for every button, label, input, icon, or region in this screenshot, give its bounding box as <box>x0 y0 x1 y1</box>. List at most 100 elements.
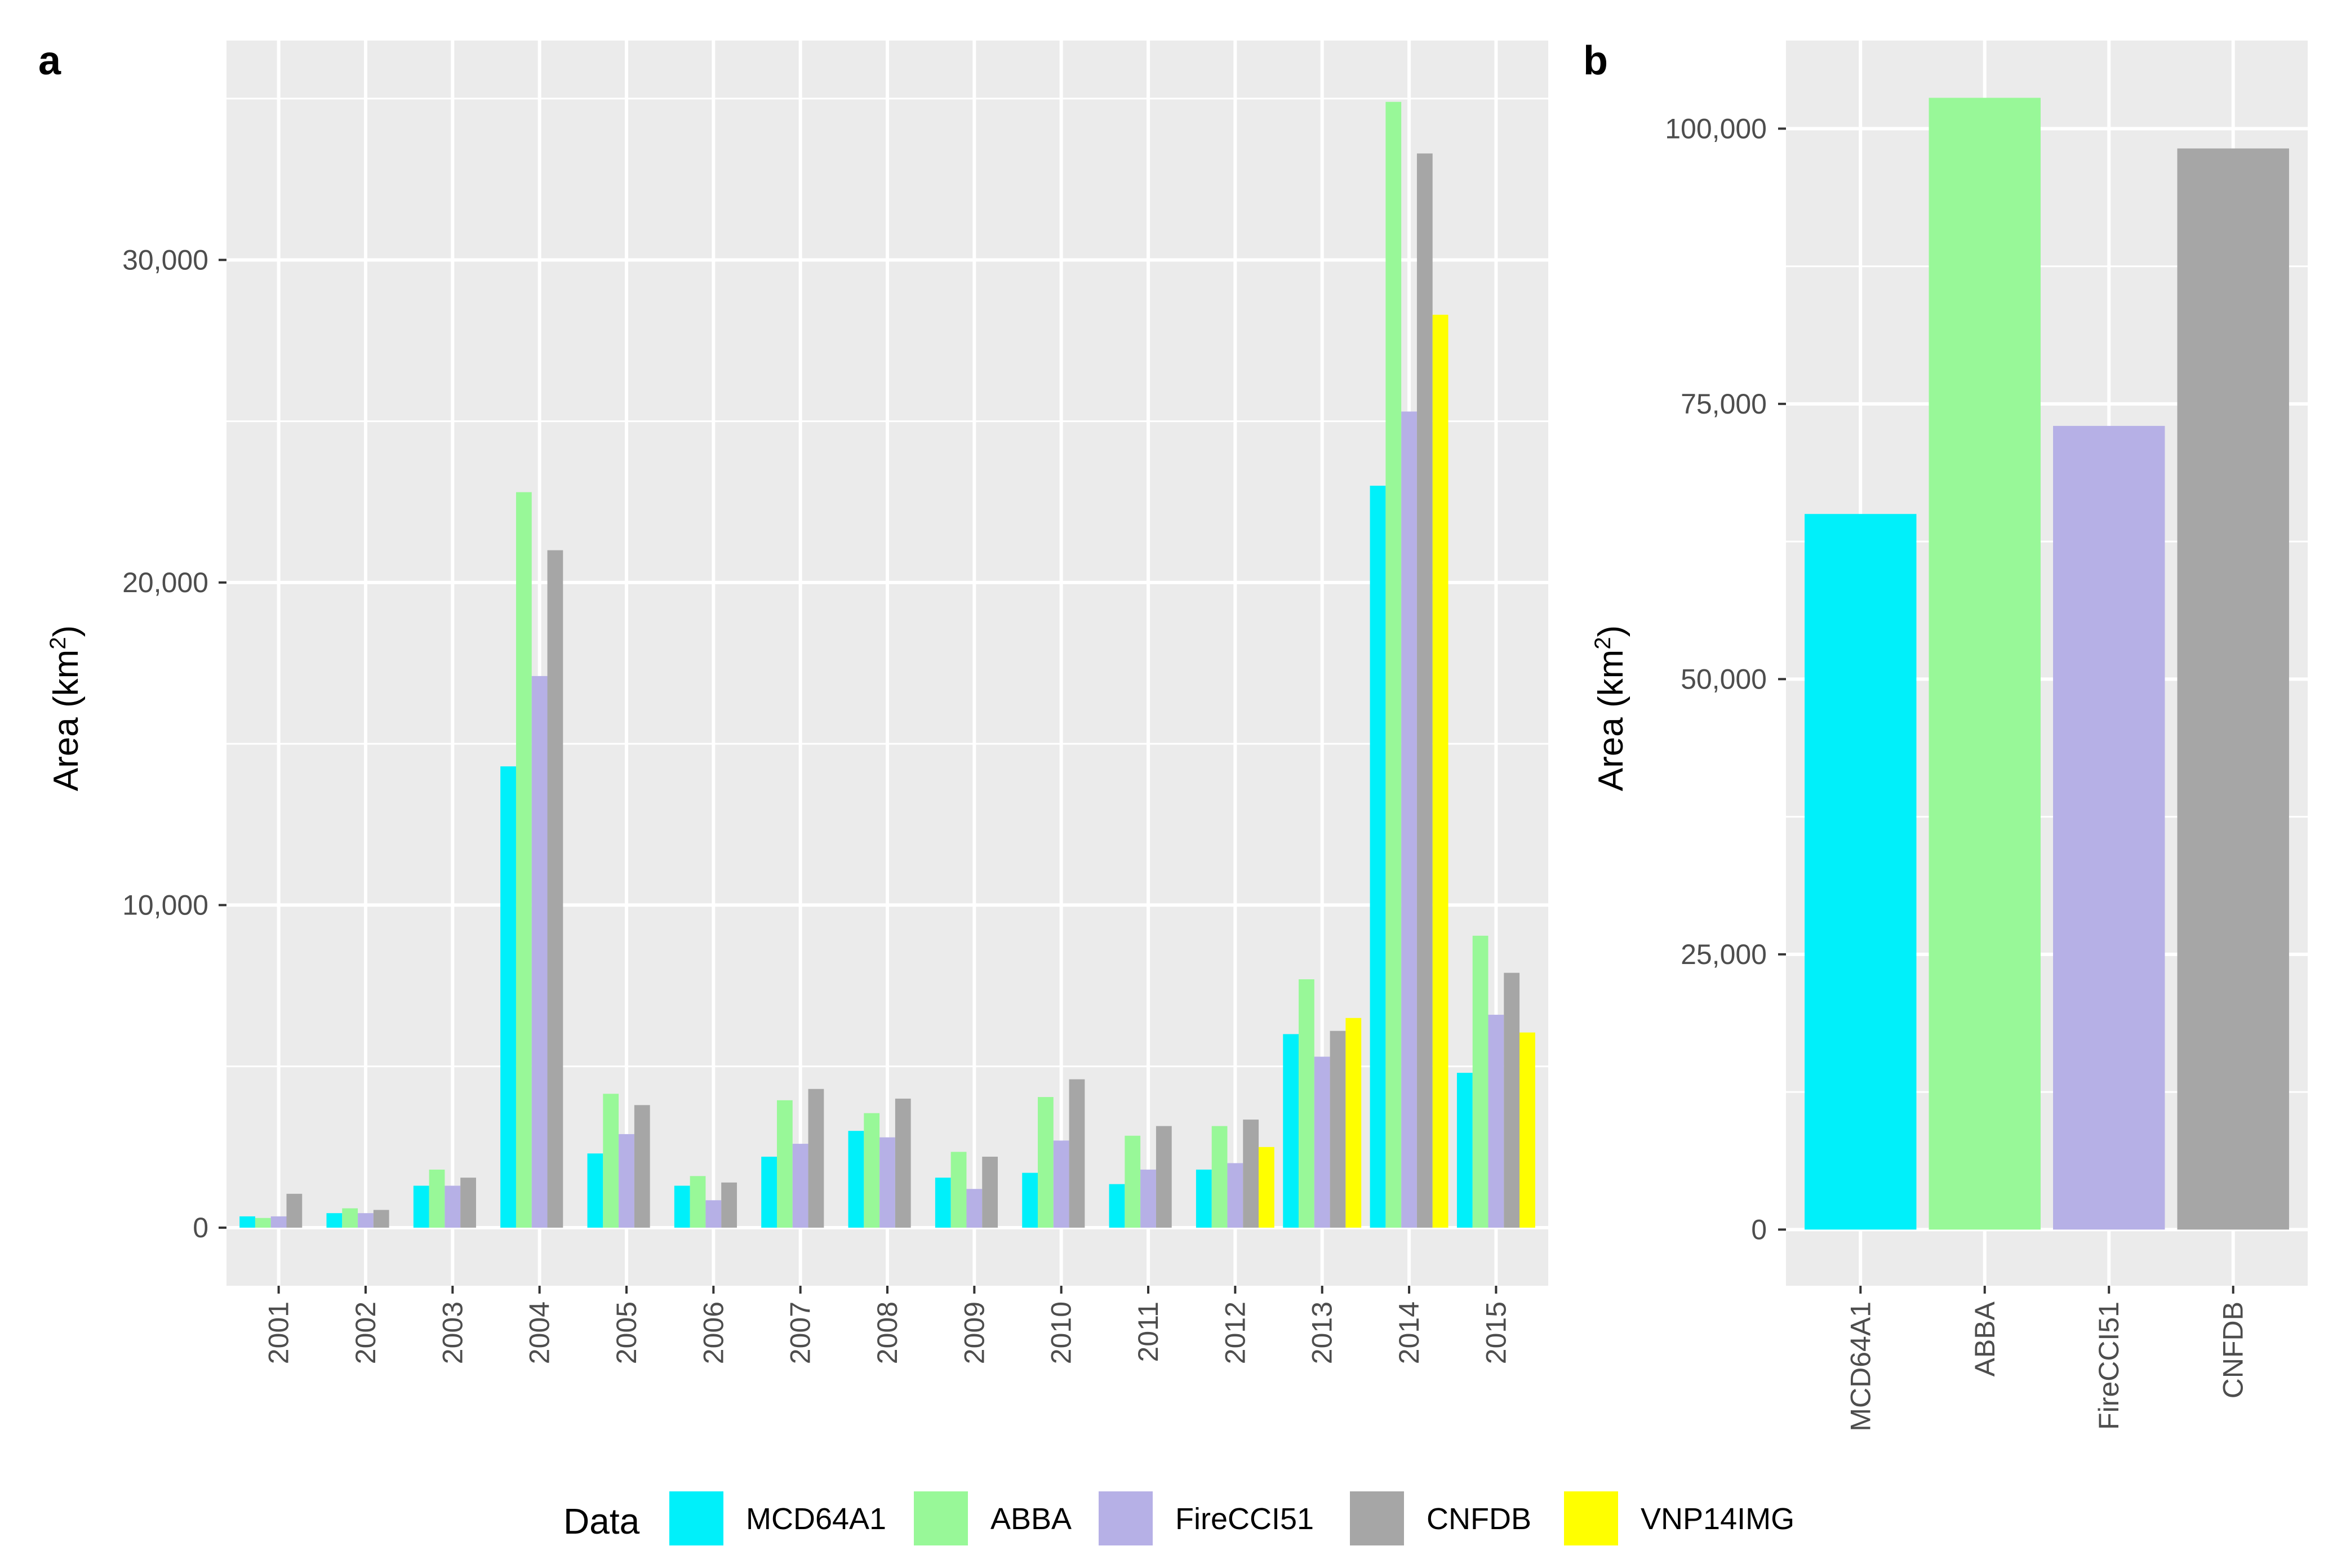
panel-a-y-tick-label: 30,000 <box>122 244 208 276</box>
bar-firecci51-2013 <box>1314 1056 1330 1228</box>
panel-a-x-tick-label: 2013 <box>1307 1302 1338 1364</box>
panel-a-x-tick-label: 2011 <box>1132 1302 1164 1362</box>
panel-b-y-tick-label: 75,000 <box>1681 388 1767 420</box>
bar-cnfdb-2013 <box>1330 1030 1346 1228</box>
panel-a-x-tick-label: 2005 <box>611 1302 642 1364</box>
bar-cnfdb-2002 <box>373 1210 389 1228</box>
bar-mcd64a1-2003 <box>413 1185 429 1228</box>
bar-firecci51-2010 <box>1053 1140 1069 1228</box>
bar-abba-2014 <box>1385 101 1402 1228</box>
bar-firecci51-2006 <box>705 1200 722 1228</box>
bar-firecci51-2005 <box>619 1134 634 1228</box>
bar-abba-2010 <box>1038 1097 1054 1228</box>
legend-title: Data <box>563 1501 640 1542</box>
bar-vnp14img-2015 <box>1519 1032 1535 1228</box>
bar-abba-2002 <box>342 1208 358 1228</box>
bar-cnfdb-2003 <box>460 1178 476 1228</box>
bar-total-firecci51 <box>2053 425 2165 1230</box>
bar-cnfdb-2008 <box>895 1098 911 1228</box>
bar-abba-2003 <box>429 1169 445 1228</box>
bar-firecci51-2003 <box>445 1185 461 1228</box>
panel-b-y-tick-label: 100,000 <box>1665 113 1767 144</box>
panel-b-x-tick-label: FireCCI51 <box>2093 1302 2125 1430</box>
bar-cnfdb-2011 <box>1156 1126 1172 1228</box>
bar-mcd64a1-2013 <box>1283 1034 1299 1228</box>
bar-abba-2005 <box>603 1094 619 1228</box>
legend-key-firecci51 <box>1099 1491 1153 1545</box>
legend-label-mcd64a1: MCD64A1 <box>746 1502 886 1536</box>
panel-b-x-tick-label: ABBA <box>1969 1301 2001 1376</box>
bar-mcd64a1-2015 <box>1456 1073 1473 1228</box>
panel-a-x-tick-label: 2001 <box>263 1302 295 1364</box>
panel-a-x-tick-label: 2002 <box>350 1302 381 1364</box>
bar-cnfdb-2012 <box>1243 1120 1259 1228</box>
bar-mcd64a1-2001 <box>239 1216 255 1228</box>
bar-mcd64a1-2004 <box>500 766 516 1228</box>
bar-firecci51-2007 <box>792 1144 808 1228</box>
bar-abba-2009 <box>950 1152 967 1228</box>
bar-cnfdb-2001 <box>286 1193 303 1228</box>
panel-a-x-tick-label: 2003 <box>437 1302 468 1364</box>
bar-cnfdb-2005 <box>634 1105 650 1228</box>
legend-label-cnfdb: CNFDB <box>1427 1502 1531 1536</box>
legend-key-vnp14img <box>1564 1491 1618 1545</box>
legend-key-mcd64a1 <box>669 1491 723 1545</box>
bar-firecci51-2004 <box>531 676 548 1228</box>
bar-mcd64a1-2009 <box>935 1178 951 1228</box>
bar-cnfdb-2004 <box>547 550 563 1228</box>
bar-mcd64a1-2010 <box>1022 1172 1038 1228</box>
bar-abba-2006 <box>690 1176 706 1228</box>
legend-key-abba <box>914 1491 968 1545</box>
panel-a-x-tick-label: 2012 <box>1219 1302 1251 1364</box>
panel-a-label: a <box>38 38 61 83</box>
bar-abba-2007 <box>776 1100 793 1228</box>
bar-firecci51-2012 <box>1227 1163 1243 1228</box>
bar-mcd64a1-2005 <box>587 1153 603 1228</box>
bar-firecci51-2002 <box>358 1213 374 1228</box>
panel-b-y-tick-label: 0 <box>1751 1214 1767 1245</box>
bar-vnp14img-2013 <box>1345 1018 1362 1228</box>
panel-b-label: b <box>1583 38 1608 83</box>
bar-firecci51-2009 <box>966 1189 983 1228</box>
bar-total-abba <box>1929 97 2041 1230</box>
bar-mcd64a1-2012 <box>1196 1169 1212 1228</box>
bar-abba-2011 <box>1125 1135 1141 1228</box>
panel-a-y-tick-label: 20,000 <box>122 567 208 598</box>
legend: Data MCD64A1 ABBA FireCCI51 CNFDB VNP14IMG <box>563 1491 1794 1545</box>
bar-mcd64a1-2002 <box>326 1213 343 1228</box>
panel-a-y-axis-title: Area (km2) <box>46 625 86 791</box>
panel-b-y-tick-label: 50,000 <box>1681 663 1767 695</box>
panel-a-x-tick-label: 2007 <box>785 1302 816 1364</box>
bar-abba-2012 <box>1211 1126 1228 1228</box>
bar-mcd64a1-2006 <box>674 1185 690 1228</box>
panel-a-x-tick-label: 2008 <box>872 1302 903 1364</box>
panel-a-x-tick-label: 2014 <box>1393 1302 1425 1364</box>
panel-b-y-tick-label: 25,000 <box>1681 939 1767 970</box>
bar-firecci51-2008 <box>879 1137 895 1228</box>
panel-a-x-tick-label: 2006 <box>697 1302 729 1364</box>
legend-label-vnp14img: VNP14IMG <box>1641 1502 1794 1536</box>
bar-cnfdb-2014 <box>1416 153 1433 1228</box>
bar-abba-2001 <box>255 1218 271 1228</box>
legend-label-firecci51: FireCCI51 <box>1175 1502 1314 1536</box>
bar-abba-2004 <box>516 492 532 1228</box>
bar-firecci51-2011 <box>1140 1169 1156 1228</box>
bar-firecci51-2001 <box>270 1216 287 1228</box>
bar-firecci51-2014 <box>1401 411 1417 1228</box>
panel-a-y-tick-label: 10,000 <box>122 889 208 921</box>
bar-cnfdb-2009 <box>982 1156 998 1228</box>
panel-a-x-tick-label: 2010 <box>1046 1302 1077 1364</box>
bar-mcd64a1-2008 <box>848 1131 864 1228</box>
bar-mcd64a1-2014 <box>1370 486 1386 1228</box>
bar-vnp14img-2014 <box>1432 314 1449 1228</box>
bar-abba-2013 <box>1299 979 1314 1228</box>
panel-b-y-axis-title: Area (km2) <box>1590 625 1630 791</box>
panel-a: 0 10,000 20,000 30,000 Area (km2) a 2001 2002 20… <box>38 38 1548 1364</box>
bar-abba-2015 <box>1472 935 1489 1228</box>
bar-mcd64a1-2007 <box>761 1156 777 1228</box>
panel-a-x-tick-label: 2015 <box>1480 1302 1512 1364</box>
panel-a-x-tick-label: 2009 <box>958 1302 990 1364</box>
panel-a-y-tick-label: 0 <box>193 1212 208 1243</box>
bar-abba-2008 <box>864 1113 880 1228</box>
